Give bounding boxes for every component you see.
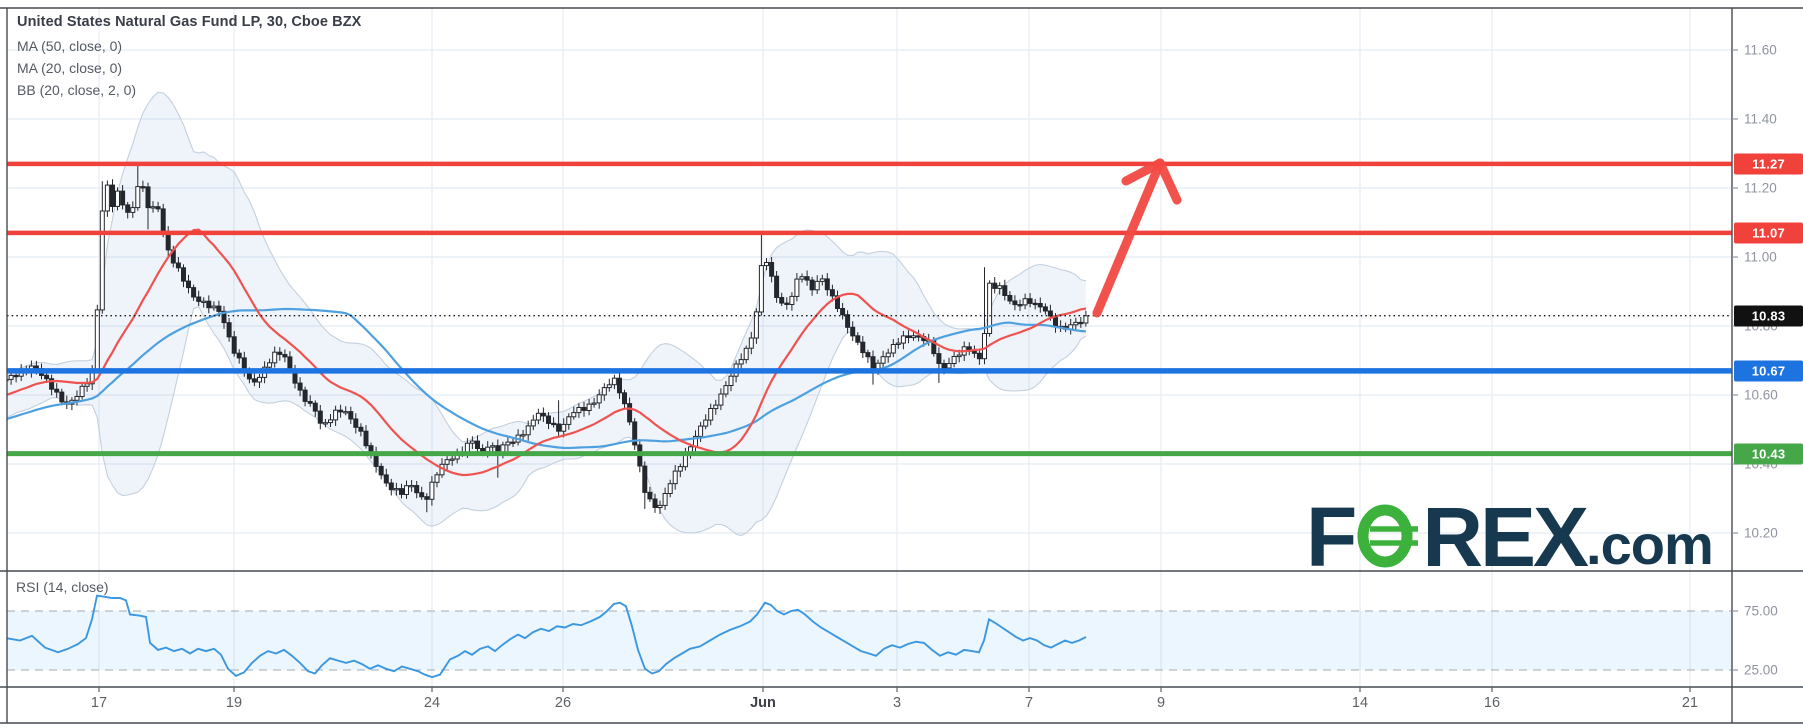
time-label-9: 9 <box>1156 695 1166 711</box>
time-label-26: 26 <box>554 695 572 711</box>
time-label-17: 17 <box>90 695 108 711</box>
time-label-jun: Jun <box>750 695 776 711</box>
logo-text-rex: REX <box>1422 490 1589 584</box>
price-tick-label: 10.60 <box>1744 387 1778 403</box>
price-badge-10-43: 10.43 <box>1734 443 1803 465</box>
price-badge-10-83: 10.83 <box>1734 305 1803 327</box>
time-label-14: 14 <box>1351 695 1369 711</box>
price-badge-11-07: 11.07 <box>1734 222 1803 244</box>
price-tick-label: 11.60 <box>1744 42 1777 58</box>
time-label-21: 21 <box>1681 695 1699 711</box>
rsi-tick-label: 25.00 <box>1744 662 1778 678</box>
time-label-24: 24 <box>423 695 441 711</box>
rsi-tick-label: 75.00 <box>1744 603 1778 619</box>
price-tick-label: 11.20 <box>1744 180 1777 196</box>
price-tick-label: 10.20 <box>1744 525 1778 541</box>
logo-text-com: .com <box>1586 513 1714 576</box>
time-label-16: 16 <box>1483 695 1501 711</box>
rsi-indicator-label: RSI (14, close) <box>16 579 109 595</box>
price-tick-label: 11.00 <box>1744 249 1777 265</box>
price-badge-11-27: 11.27 <box>1734 153 1803 175</box>
price-tick-label: 11.40 <box>1744 111 1777 127</box>
time-label-19: 19 <box>225 695 243 711</box>
logo-text-f: F <box>1306 490 1357 584</box>
time-label-3: 3 <box>892 695 902 711</box>
logo-globe-o-icon <box>1357 504 1419 568</box>
time-label-7: 7 <box>1024 695 1034 711</box>
forex-logo: F REX .com <box>1306 490 1714 584</box>
price-badge-10-67: 10.67 <box>1734 360 1803 382</box>
